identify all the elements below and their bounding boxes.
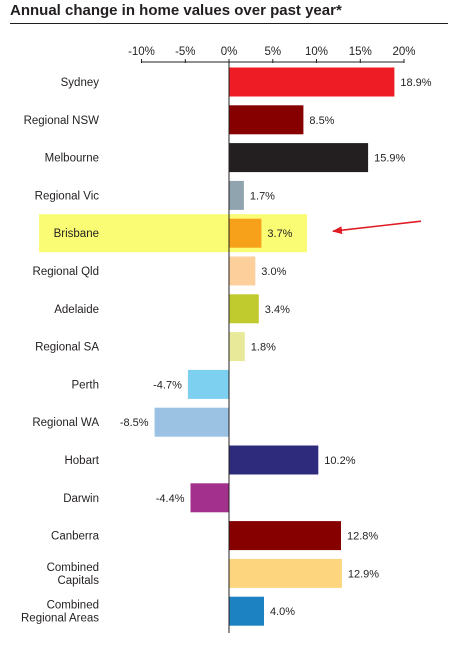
bar [229,445,319,475]
x-tick-label: -5% [175,46,195,58]
value-label: 15.9% [374,153,405,165]
category-label: Adelaide [54,304,99,316]
value-label: 1.7% [250,190,275,202]
category-label: Regional NSW [24,115,100,127]
x-tick-label: 15% [349,46,372,58]
value-label: 12.9% [348,568,379,580]
category-label: Combined [47,600,99,612]
category-label: Darwin [63,493,99,505]
bar [229,105,304,135]
highlight-band [39,214,307,253]
value-label: 18.9% [400,77,431,89]
bar [229,143,369,173]
category-label: Canberra [51,531,100,543]
value-label: 3.0% [261,266,286,278]
bar [229,67,395,97]
category-label: Regional Vic [35,190,100,202]
bar [229,180,244,210]
value-label: 3.4% [265,304,290,316]
value-label: 10.2% [324,455,355,467]
x-tick-label: 5% [264,46,281,58]
bar [154,407,229,437]
category-label: Regional Areas [21,613,99,625]
annotation-arrow [332,220,422,235]
value-label: 1.8% [251,342,276,354]
category-label: Perth [72,379,100,391]
x-tick-label: -10% [128,46,155,58]
bar [190,483,229,513]
category-label: Hobart [64,455,99,467]
value-label: -4.4% [156,493,185,505]
value-label: 4.0% [270,606,295,618]
bar [229,332,245,362]
bar [229,256,256,286]
value-label: 8.5% [309,115,334,127]
x-tick-label: 10% [305,46,328,58]
category-label: Melbourne [45,153,99,165]
bar [229,218,262,248]
bar [229,596,264,626]
bar [229,294,259,324]
value-label: -8.5% [120,417,149,429]
category-label: Regional WA [32,417,99,429]
x-tick-label: 20% [392,46,415,58]
category-label: Capitals [57,575,99,587]
category-label: Regional Qld [33,266,99,278]
value-label: 12.8% [347,531,378,543]
bar [187,369,229,399]
bar [229,521,341,551]
category-label: Regional SA [35,342,99,354]
category-label: Brisbane [54,228,99,240]
x-tick-label: 0% [221,46,238,58]
category-label: Combined [47,562,99,574]
value-label: 3.7% [267,228,292,240]
chart-title: Annual change in home values over past y… [10,2,342,19]
value-label: -4.7% [153,379,182,391]
title-rule [10,23,448,24]
category-label: Sydney [61,77,100,89]
bar [229,558,342,588]
